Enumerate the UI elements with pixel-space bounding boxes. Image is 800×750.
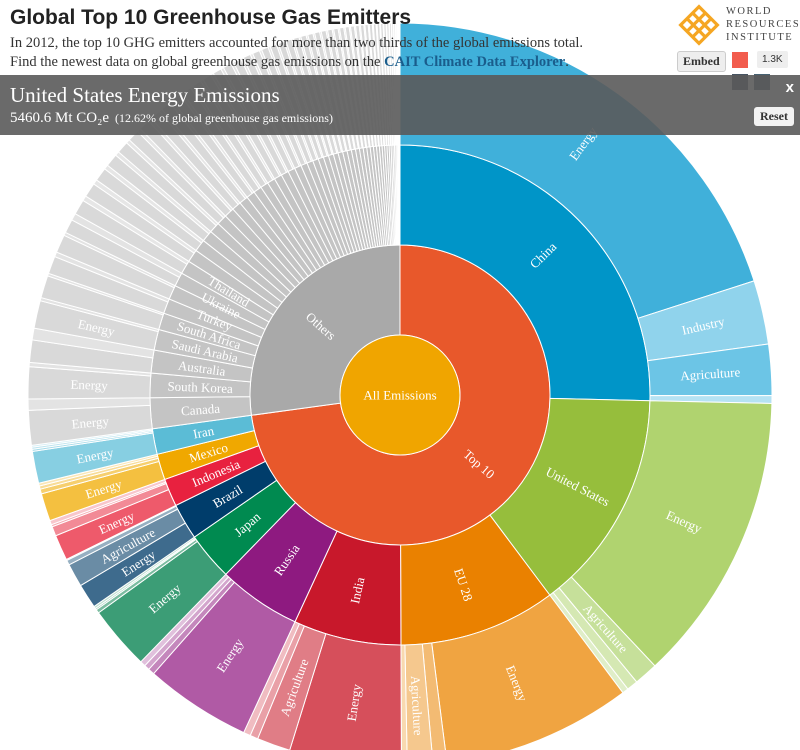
detail-title: United States Energy Emissions <box>10 83 280 107</box>
subtitle-suffix: . <box>565 54 569 70</box>
country-label-canada: Canada <box>181 401 221 419</box>
center-all-emissions[interactable] <box>339 334 461 456</box>
detail-panel: United States Energy Emissions 5460.6 Mt… <box>0 75 800 135</box>
sector-label: Energy <box>71 413 110 431</box>
page-title: Global Top 10 Greenhouse Gas Emitters <box>10 6 412 29</box>
subtitle: In 2012, the top 10 GHG emitters account… <box>10 34 583 72</box>
embed-button[interactable]: Embed <box>677 51 726 72</box>
wri-logo-icon[interactable] <box>672 4 792 46</box>
cait-link[interactable]: CAIT Climate Data Explorer <box>384 54 566 70</box>
wri-logo-text: WORLD RESOURCES INSTITUTE <box>726 5 800 44</box>
sector-label: Agriculture <box>408 675 426 736</box>
sector-arc-india-energy[interactable] <box>289 633 402 750</box>
subtitle-prefix: Find the newest data on global greenhous… <box>10 54 385 70</box>
detail-share: (12.62% of global greenhouse gas emissio… <box>114 111 333 125</box>
reset-button[interactable]: Reset <box>754 107 794 126</box>
share-count: 1.3K <box>757 51 788 68</box>
country-label-india: India <box>347 576 367 606</box>
detail-value: 5460.6 Mt CO₂e <box>10 110 109 126</box>
sector-label: Energy <box>344 683 364 723</box>
detail-value-row: 5460.6 Mt CO₂e (12.62% of global greenhou… <box>10 110 333 127</box>
subtitle-line-2: Find the newest data on global greenhous… <box>10 53 583 72</box>
logo-line: WORLD <box>726 6 772 17</box>
subtitle-line-1: In 2012, the top 10 GHG emitters account… <box>10 35 584 51</box>
country-label-australia: Australia <box>177 358 226 379</box>
sector-label: Energy <box>75 444 115 466</box>
sector-label: Agriculture <box>680 364 741 383</box>
country-label-south-korea: South Korea <box>167 379 233 397</box>
close-button[interactable]: x <box>785 79 794 96</box>
country-arc-other[interactable] <box>398 144 401 246</box>
logo-line: INSTITUTE <box>726 32 794 43</box>
country-label-iran: Iran <box>192 423 216 442</box>
sector-arc-eu-28-energy[interactable] <box>431 594 624 750</box>
logo-line: RESOURCES <box>726 19 800 30</box>
center-label: All Emissions <box>363 388 436 403</box>
share-button[interactable] <box>732 52 748 68</box>
sector-label: Energy <box>70 377 108 393</box>
